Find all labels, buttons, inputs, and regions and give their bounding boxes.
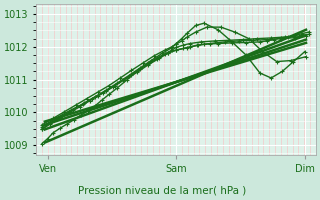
X-axis label: Pression niveau de la mer( hPa ): Pression niveau de la mer( hPa ) [78, 185, 246, 195]
